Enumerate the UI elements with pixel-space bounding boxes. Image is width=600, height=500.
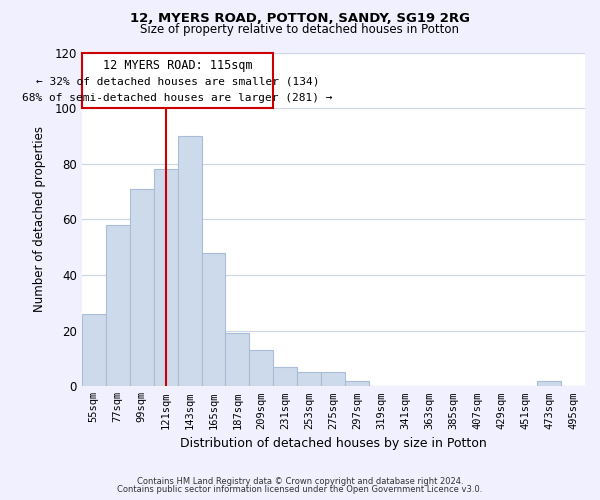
Bar bbox=[154, 170, 178, 386]
Bar bbox=[274, 367, 298, 386]
Y-axis label: Number of detached properties: Number of detached properties bbox=[33, 126, 46, 312]
Text: 12 MYERS ROAD: 115sqm: 12 MYERS ROAD: 115sqm bbox=[103, 58, 253, 71]
Bar bbox=[250, 350, 274, 387]
FancyBboxPatch shape bbox=[82, 52, 274, 108]
Bar bbox=[202, 253, 226, 386]
Text: ← 32% of detached houses are smaller (134): ← 32% of detached houses are smaller (13… bbox=[36, 76, 319, 86]
Bar bbox=[537, 380, 561, 386]
Bar bbox=[106, 225, 130, 386]
Bar bbox=[346, 380, 369, 386]
Bar bbox=[322, 372, 346, 386]
Text: 12, MYERS ROAD, POTTON, SANDY, SG19 2RG: 12, MYERS ROAD, POTTON, SANDY, SG19 2RG bbox=[130, 12, 470, 26]
Bar bbox=[298, 372, 322, 386]
Bar bbox=[226, 334, 250, 386]
Text: 68% of semi-detached houses are larger (281) →: 68% of semi-detached houses are larger (… bbox=[22, 94, 333, 104]
Bar bbox=[178, 136, 202, 386]
Bar bbox=[82, 314, 106, 386]
Bar bbox=[130, 189, 154, 386]
Text: Contains public sector information licensed under the Open Government Licence v3: Contains public sector information licen… bbox=[118, 485, 482, 494]
X-axis label: Distribution of detached houses by size in Potton: Distribution of detached houses by size … bbox=[180, 437, 487, 450]
Text: Contains HM Land Registry data © Crown copyright and database right 2024.: Contains HM Land Registry data © Crown c… bbox=[137, 477, 463, 486]
Text: Size of property relative to detached houses in Potton: Size of property relative to detached ho… bbox=[140, 24, 460, 36]
